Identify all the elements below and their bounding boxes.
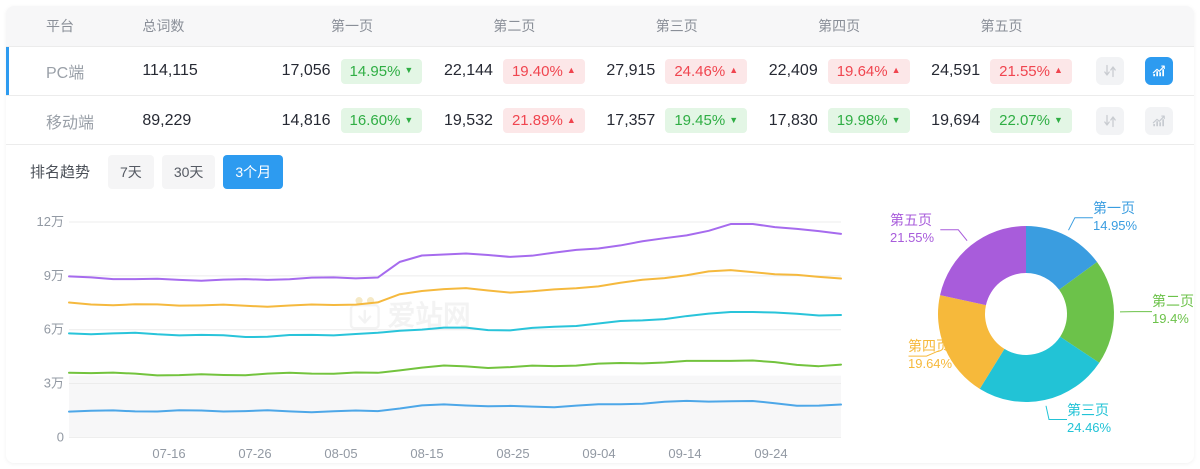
svg-text:第三页: 第三页 [1067,402,1109,418]
svg-text:0: 0 [57,429,64,444]
svg-text:24.46%: 24.46% [1067,420,1112,435]
svg-text:08-25: 08-25 [496,446,529,461]
svg-text:第一页: 第一页 [1093,200,1135,216]
svg-text:12万: 12万 [37,214,64,229]
svg-text:08-15: 08-15 [410,446,443,461]
svg-text:08-05: 08-05 [324,446,357,461]
svg-text:第四页: 第四页 [908,338,950,354]
svg-text:07-16: 07-16 [152,446,185,461]
svg-text:09-24: 09-24 [754,446,787,461]
svg-text:19.4%: 19.4% [1152,311,1189,326]
svg-text:第五页: 第五页 [890,212,932,228]
svg-text:6万: 6万 [44,322,64,337]
svg-text:第二页: 第二页 [1152,293,1194,309]
svg-text:09-04: 09-04 [582,446,615,461]
svg-text:19.64%: 19.64% [908,356,953,371]
svg-text:9万: 9万 [44,268,64,283]
svg-text:3万: 3万 [44,376,64,391]
svg-text:07-26: 07-26 [238,446,271,461]
svg-text:09-14: 09-14 [668,446,701,461]
svg-text:爱站网: 爱站网 [388,300,471,331]
svg-text:21.55%: 21.55% [890,230,935,245]
svg-text:14.95%: 14.95% [1093,218,1138,233]
